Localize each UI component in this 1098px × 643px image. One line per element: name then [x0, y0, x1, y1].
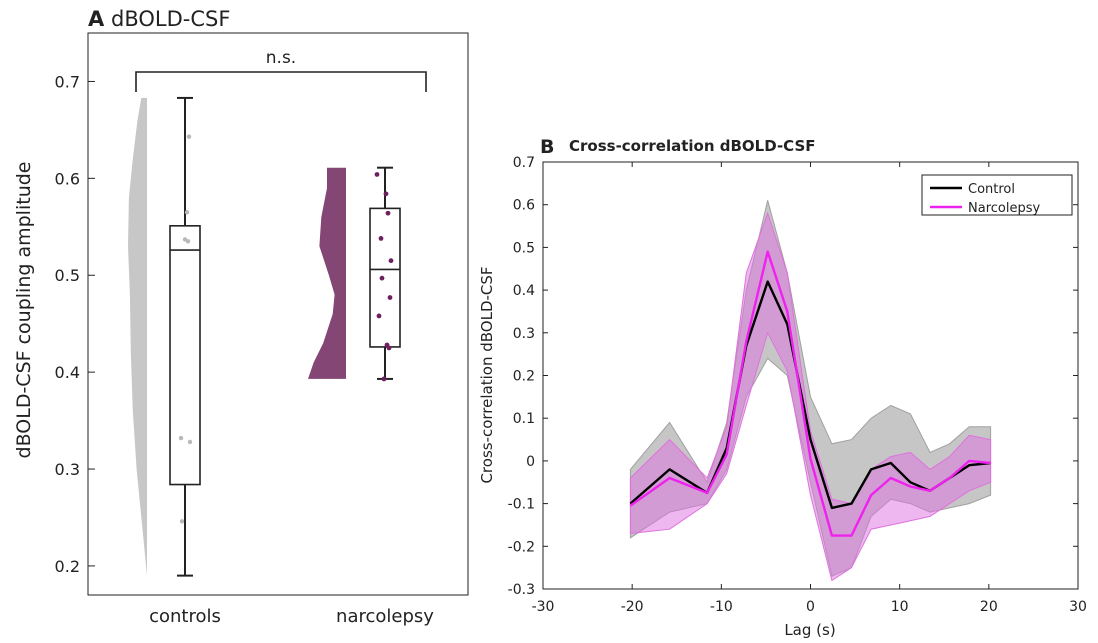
- panel-b: B Cross-correlation dBOLD-CSF -0.3-0.2-0…: [478, 136, 1087, 639]
- panel-a-title: dBOLD-CSF: [111, 7, 230, 31]
- series-line-narcolepsy: [629, 250, 991, 537]
- y-tick-label: 0.4: [55, 363, 80, 382]
- data-point-narcolepsy: [388, 258, 394, 264]
- data-point-narcolepsy: [381, 376, 387, 382]
- data-point-narcolepsy: [385, 210, 391, 216]
- panel-a-letter: A: [88, 7, 105, 31]
- data-point-controls: [184, 210, 190, 215]
- legend: Control Narcolepsy: [921, 174, 1073, 216]
- panel-a-x-ticks: controls narcolepsy: [149, 606, 434, 627]
- y-tick-label: 0.1: [513, 411, 535, 427]
- data-point-controls: [179, 519, 185, 524]
- y-tick-label: 0.7: [55, 72, 80, 91]
- box-narcolepsy: [369, 207, 401, 348]
- y-tick-label: 0.6: [55, 169, 80, 188]
- y-tick-label: -0.2: [508, 539, 535, 555]
- x-tick-label: -10: [710, 599, 733, 615]
- legend-box: [921, 174, 1073, 216]
- significance-label: n.s.: [266, 48, 296, 68]
- y-tick-label: 0: [526, 454, 535, 470]
- panel-b-letter: B: [540, 136, 554, 158]
- data-point-narcolepsy: [387, 295, 393, 300]
- bracket-line: [135, 71, 427, 92]
- y-tick-label: 0.7: [513, 155, 535, 171]
- panel-b-y-ticks: -0.3 -0.2 -0.1 0 0.1 0.2 0.3 0.4 0.5 0.6 0.7: [508, 155, 1078, 598]
- x-tick-label: narcolepsy: [336, 606, 434, 627]
- data-point-narcolepsy: [374, 172, 380, 177]
- panel-a-groups: [128, 96, 401, 577]
- y-tick-label: -0.3: [508, 582, 535, 598]
- data-point-narcolepsy: [383, 191, 389, 197]
- x-tick-label: 30: [1069, 599, 1087, 615]
- panel-a-y-axis-label: dBOLD-CSF coupling amplitude: [13, 162, 35, 459]
- x-tick-label: controls: [149, 606, 221, 627]
- panel-a-y-ticks: 0.2 0.3 0.4 0.5 0.6 0.7: [55, 72, 95, 576]
- y-tick-label: 0.6: [513, 198, 535, 214]
- series-lines: [629, 250, 991, 537]
- y-tick-label: 0.2: [513, 369, 535, 385]
- y-tick-label: 0.3: [513, 326, 535, 342]
- data-point-controls: [185, 239, 191, 244]
- y-tick-label: 0.4: [513, 283, 535, 299]
- panel-b-x-ticks: -30 -20 -10 0 10 20 30: [532, 162, 1087, 615]
- box-controls: [169, 225, 201, 486]
- data-point-controls: [187, 439, 193, 445]
- y-tick-label: -0.1: [508, 497, 535, 513]
- data-point-narcolepsy: [376, 313, 382, 319]
- y-tick-label: 0.5: [55, 266, 80, 285]
- panel-b-x-axis-label: Lag (s): [784, 621, 835, 639]
- confidence-band-narcolepsy: [629, 211, 992, 582]
- data-point-narcolepsy: [386, 345, 392, 351]
- confidence-bands: [629, 200, 992, 582]
- panel-b-title: Cross-correlation dBOLD-CSF: [569, 137, 816, 155]
- data-point-narcolepsy: [378, 236, 384, 241]
- data-point-controls: [178, 435, 184, 441]
- x-tick-label: 0: [806, 599, 815, 615]
- panel-a: A dBOLD-CSF 0.2 0.3 0.4 0.5 0.6 0.7 controls n…: [13, 7, 469, 627]
- density-narcolepsy: [308, 167, 346, 379]
- density-controls: [128, 97, 147, 576]
- data-point-controls: [186, 134, 192, 139]
- data-point-narcolepsy: [379, 275, 385, 281]
- x-tick-label: 10: [891, 599, 909, 615]
- panel-b-axes-frame: [542, 161, 1079, 590]
- confidence-band-control: [629, 200, 992, 577]
- x-tick-label: -20: [621, 599, 644, 615]
- y-tick-label: 0.3: [55, 460, 80, 479]
- panel-a-axes-frame: [87, 32, 469, 596]
- legend-label-narcolepsy: Narcolepsy: [968, 201, 1040, 216]
- x-tick-label: -30: [532, 599, 555, 615]
- significance-bracket: n.s.: [135, 48, 427, 92]
- x-tick-label: 20: [980, 599, 998, 615]
- y-tick-label: 0.5: [513, 240, 535, 256]
- legend-label-control: Control: [968, 182, 1015, 197]
- y-tick-label: 0.2: [55, 557, 80, 576]
- panel-b-y-axis-label: Cross-correlation dBOLD-CSF: [478, 266, 496, 483]
